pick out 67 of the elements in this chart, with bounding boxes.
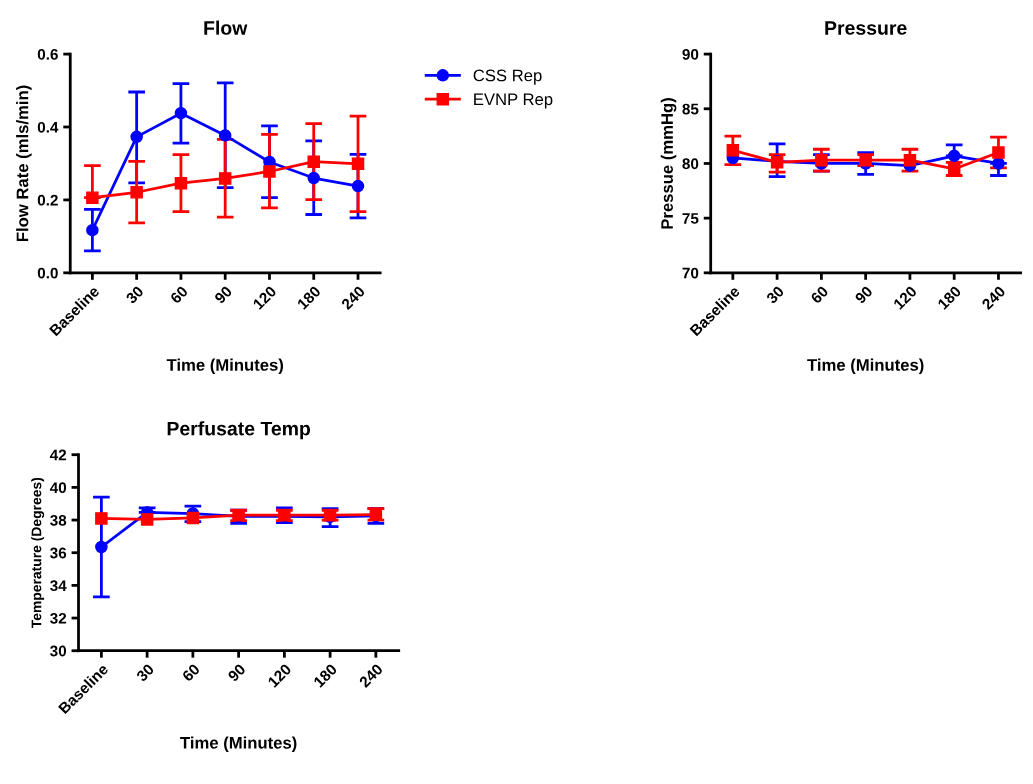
chart-title: Perfusate Temp — [167, 421, 311, 440]
chart-title: Pressure — [825, 21, 907, 35]
point — [351, 179, 365, 193]
y-tick-label: 40 — [49, 482, 67, 494]
y-tick-label: 75 — [682, 213, 699, 224]
point — [130, 186, 143, 199]
x-tick-label: 30 — [125, 285, 145, 305]
point — [218, 129, 232, 142]
y-tick-label: 85 — [682, 103, 699, 115]
y-tick-label: 36 — [50, 547, 67, 559]
point — [130, 130, 143, 144]
y-tick-label: 34 — [50, 580, 67, 592]
point — [174, 176, 188, 190]
y-tick-label: 42 — [49, 449, 67, 461]
y-tick-label: 0.4 — [37, 121, 59, 133]
x-tick-label: 120 — [267, 663, 292, 688]
x-tick-label: 240 — [358, 663, 384, 689]
x-tick-label: 240 — [340, 285, 366, 311]
y-tick-label: 90 — [682, 48, 699, 60]
point — [903, 153, 917, 167]
point — [992, 157, 1005, 170]
y-tick-label: 0.6 — [37, 48, 58, 60]
y-tick-label: 32 — [50, 612, 67, 624]
x-tick-label: 90 — [213, 285, 233, 305]
y-tick-label: 0.0 — [37, 267, 58, 279]
x-tick-label: 120 — [892, 285, 918, 310]
legend-label: EVNP Rep — [474, 93, 553, 109]
point — [992, 146, 1005, 159]
point — [174, 106, 188, 120]
point — [726, 144, 740, 157]
point — [307, 155, 320, 168]
y-axis-title: Flow Rate (mls/min) — [16, 85, 32, 242]
point — [263, 165, 276, 178]
point — [186, 511, 200, 525]
x-tick-label: 180 — [296, 285, 322, 310]
x-tick-label: 60 — [181, 663, 201, 683]
x-axis-title: Time (Minutes) — [807, 358, 924, 375]
x-tick-label: 180 — [313, 663, 338, 688]
x-tick-label: 240 — [981, 285, 1006, 311]
point — [815, 153, 828, 167]
point — [218, 172, 232, 185]
y-axis-title: Pressue (mmHg) — [660, 98, 677, 229]
point — [351, 157, 365, 171]
x-tick-label: 60 — [169, 285, 189, 305]
y-tick-label: 80 — [682, 158, 699, 170]
legend-label: CSS Rep — [473, 69, 542, 85]
point — [86, 191, 99, 204]
point — [95, 512, 108, 525]
x-tick-label: 180 — [937, 285, 962, 310]
x-tick-label: 60 — [810, 285, 829, 305]
point — [947, 149, 961, 163]
x-tick-label: 90 — [227, 663, 247, 683]
x-tick-label: 30 — [765, 285, 785, 305]
y-tick-label: 70 — [682, 267, 699, 279]
y-axis-title: Temperature (Degrees) — [31, 477, 45, 629]
point — [307, 171, 320, 185]
x-tick-label: 90 — [854, 285, 874, 305]
x-axis-title: Time (Minutes) — [180, 736, 297, 753]
chart-title: Flow — [204, 20, 248, 35]
y-tick-label: 30 — [50, 645, 67, 657]
x-tick-label: 30 — [135, 663, 155, 683]
point — [95, 540, 108, 554]
point — [86, 223, 99, 237]
y-tick-label: 0.2 — [37, 194, 58, 206]
y-tick-label: 38 — [50, 514, 67, 526]
x-axis-title: Time (Minutes) — [166, 358, 284, 375]
x-tick-label: 120 — [252, 285, 277, 310]
